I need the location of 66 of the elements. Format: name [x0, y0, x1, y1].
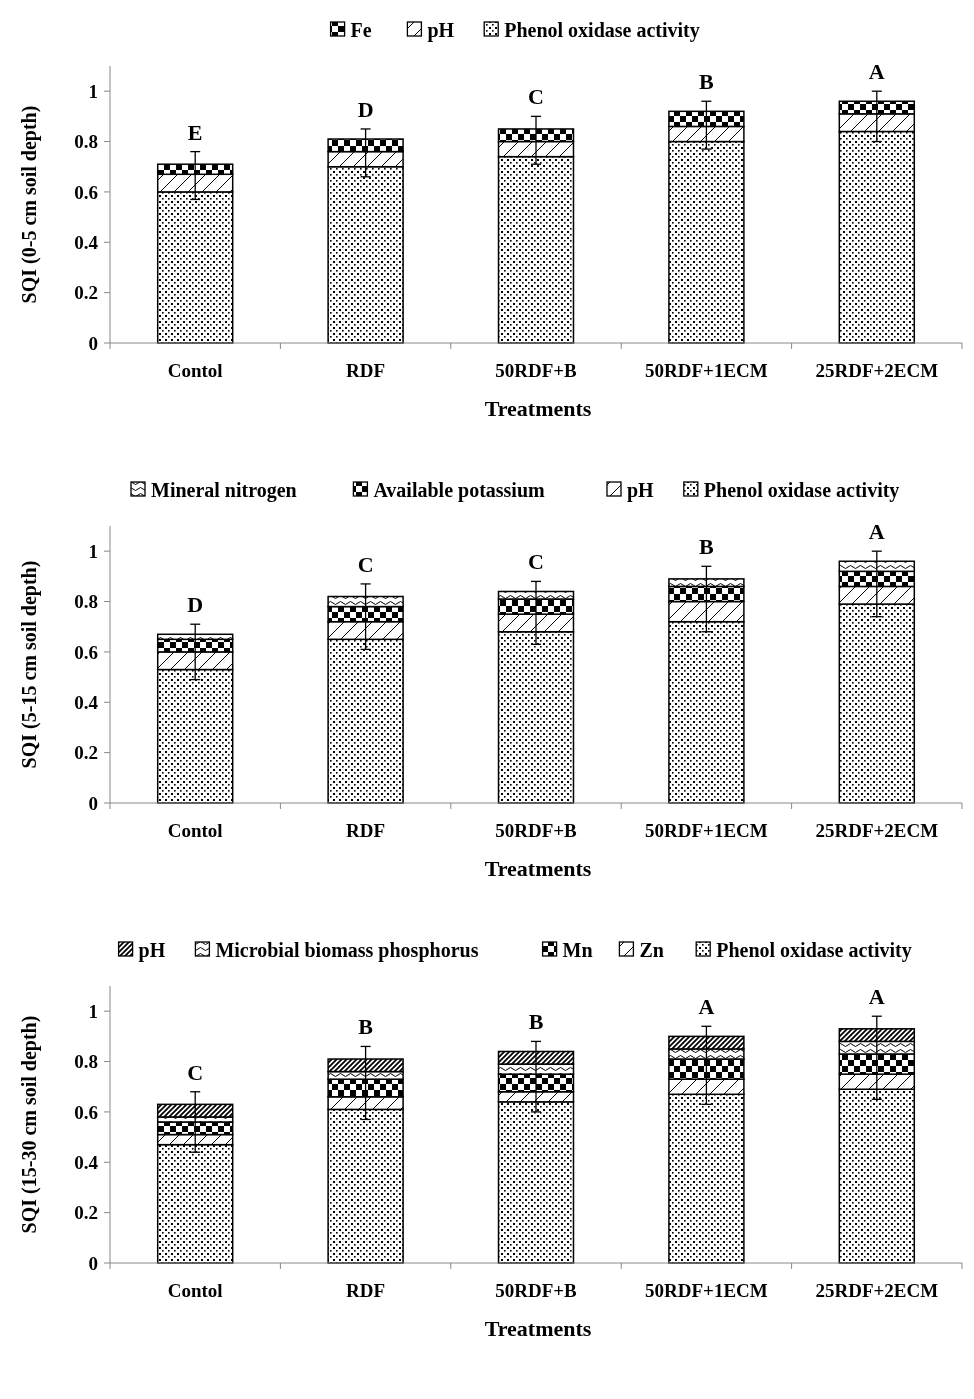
y-axis-title: SQI (0-5 cm soil depth): [18, 105, 41, 304]
y-tick-label: 0: [88, 332, 98, 354]
legend-label: pH: [427, 19, 455, 42]
x-tick-label: 50RDF+1ECM: [645, 360, 768, 381]
legend-label: Phenol oxidase activity: [703, 479, 900, 502]
data-label: C: [528, 84, 544, 110]
x-tick-label: RDF: [346, 1280, 386, 1301]
y-tick-label: 0.2: [74, 282, 98, 304]
x-axis-title: Treatments: [484, 396, 592, 421]
x-tick-label: RDF: [346, 820, 386, 841]
y-tick-label: 0.2: [74, 1202, 98, 1224]
x-tick-label: 50RDF+B: [495, 820, 578, 841]
data-label: E: [187, 119, 203, 145]
y-tick-label: 0.8: [74, 591, 98, 613]
data-label: C: [187, 1059, 204, 1085]
y-tick-label: 0: [88, 792, 98, 814]
x-tick-label: Contol: [167, 360, 223, 381]
data-label: C: [357, 551, 374, 577]
x-tick-label: Contol: [167, 1280, 223, 1301]
data-label: A: [698, 994, 715, 1020]
y-tick-label: 0.2: [74, 742, 98, 764]
legend-label: Mineral nitrogen: [151, 479, 297, 502]
legend-label: Fe: [350, 19, 372, 41]
x-tick-label: 50RDF+B: [495, 360, 578, 381]
x-axis-title: Treatments: [484, 1316, 592, 1341]
data-label: B: [358, 1014, 374, 1040]
y-tick-label: 0.4: [74, 1151, 99, 1173]
y-axis-title: SQI (15-30 cm soil depth): [18, 1015, 41, 1234]
y-tick-label: 1: [88, 80, 98, 102]
x-tick-label: RDF: [346, 360, 386, 381]
data-label: B: [528, 1009, 544, 1035]
legend-label: Zn: [639, 939, 664, 961]
x-tick-label: 25RDF+2ECM: [815, 1280, 939, 1301]
y-tick-label: 0.6: [74, 181, 98, 203]
y-tick-label: 1: [88, 1000, 98, 1022]
x-tick-label: 50RDF+B: [495, 1280, 578, 1301]
x-tick-label: 50RDF+1ECM: [645, 820, 768, 841]
x-tick-label: 25RDF+2ECM: [815, 360, 939, 381]
legend-label: Phenol oxidase activity: [716, 939, 912, 962]
legend-label: pH: [138, 939, 166, 962]
y-tick-label: 0.4: [74, 691, 99, 713]
data-label: C: [528, 549, 544, 575]
y-tick-label: 0.8: [74, 131, 98, 153]
legend-label: Phenol oxidase activity: [504, 19, 700, 42]
y-axis-title: SQI (5-15 cm soil depth): [18, 560, 41, 769]
x-tick-label: 25RDF+2ECM: [815, 820, 939, 841]
data-label: D: [187, 592, 204, 618]
legend-label: Mn: [562, 939, 593, 961]
y-tick-label: 0.8: [74, 1051, 98, 1073]
y-tick-label: 0.4: [74, 231, 99, 253]
y-tick-label: 0.6: [74, 1101, 98, 1123]
x-tick-label: Contol: [167, 820, 223, 841]
legend-label: Microbial biomass phosphorus: [215, 939, 479, 962]
data-label: B: [699, 534, 715, 560]
legend-label: Available potassium: [373, 479, 546, 502]
y-tick-label: 0.6: [74, 641, 98, 663]
data-label: A: [868, 984, 885, 1010]
y-tick-label: 1: [88, 540, 98, 562]
data-label: B: [699, 69, 715, 95]
data-label: A: [868, 519, 885, 545]
y-tick-label: 0: [88, 1252, 98, 1274]
data-label: D: [357, 96, 374, 122]
legend-label: pH: [627, 479, 655, 502]
data-label: A: [868, 59, 885, 85]
x-axis-title: Treatments: [484, 856, 592, 881]
x-tick-label: 50RDF+1ECM: [645, 1280, 768, 1301]
